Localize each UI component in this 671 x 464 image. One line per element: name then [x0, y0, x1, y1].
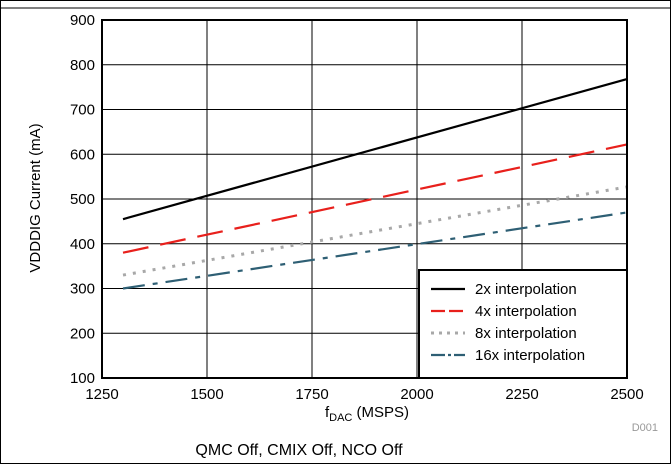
- y-tick-label: 900: [70, 12, 95, 29]
- x-axis-ticks: 1250 1500 1750 2000 2250 2500: [85, 386, 643, 403]
- legend-label: 16x interpolation: [475, 347, 585, 364]
- y-axis-label: VDDDIG Current (mA): [27, 123, 44, 272]
- x-tick-label: 1750: [295, 386, 328, 403]
- y-tick-label: 400: [70, 236, 95, 253]
- legend-label: 4x interpolation: [475, 303, 577, 320]
- figure-id: D001: [632, 422, 658, 434]
- y-tick-label: 600: [70, 146, 95, 163]
- series-line-3: [122, 185, 628, 277]
- y-tick-label: 300: [70, 281, 95, 298]
- x-axis-label: fDAC (MSPS): [325, 404, 409, 424]
- legend: 2x interpolation 4x interpolation 8x inter…: [418, 269, 628, 379]
- chart-caption: QMC Off, CMIX Off, NCO Off: [195, 442, 403, 459]
- y-tick-label: 700: [70, 102, 95, 119]
- y-tick-label: 500: [70, 191, 95, 208]
- series-layer: [122, 78, 628, 290]
- x-tick-label: 1250: [85, 386, 118, 403]
- plot-area: [101, 19, 628, 379]
- series-line-1: [122, 78, 628, 221]
- y-axis-ticks: 100 200 300 400 500 600 700 800 900: [70, 12, 95, 387]
- series-line-2: [122, 143, 628, 254]
- x-tick-label: 1500: [190, 386, 223, 403]
- y-tick-label: 800: [70, 57, 95, 74]
- legend-label: 2x interpolation: [475, 281, 577, 298]
- legend-label: 8x interpolation: [475, 325, 577, 342]
- x-tick-label: 2000: [400, 386, 433, 403]
- x-tick-label: 2250: [505, 386, 538, 403]
- x-tick-label: 2500: [610, 386, 643, 403]
- y-tick-label: 200: [70, 325, 95, 342]
- y-tick-label: 100: [70, 370, 95, 387]
